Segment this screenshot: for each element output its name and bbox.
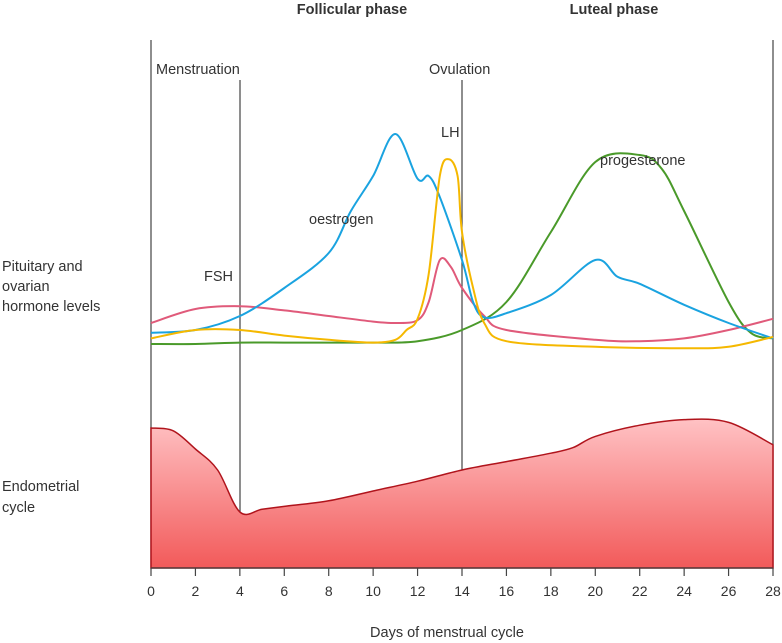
endometrial-cycle-label-line-2: cycle <box>2 500 35 516</box>
progesterone-label: progesterone <box>600 153 685 169</box>
hormone-levels-label-line-2: ovarian <box>2 279 50 295</box>
menstruation-label: Menstruation <box>156 62 240 78</box>
x-tick-label-20: 20 <box>587 583 603 599</box>
x-tick-label-4: 4 <box>236 583 244 599</box>
endometrial-cycle-label-line-1: Endometrial <box>2 479 79 495</box>
ovulation-label: Ovulation <box>429 62 490 78</box>
x-tick-label-10: 10 <box>365 583 381 599</box>
hormone-levels-label-line-3: hormone levels <box>2 299 100 315</box>
hormone-levels-label-line-1: Pituitary and <box>2 259 83 275</box>
lh-curve <box>150 158 774 350</box>
lh-label: LH <box>441 125 460 141</box>
x-tick-label-26: 26 <box>721 583 737 599</box>
fsh-curve <box>150 257 774 343</box>
luteal-phase-title: Luteal phase <box>570 2 659 18</box>
x-axis-ticks: 0 2 4 6 8 10 12 14 16 18 20 22 24 26 28 <box>147 568 781 599</box>
x-tick-label-6: 6 <box>280 583 288 599</box>
x-tick-label-8: 8 <box>325 583 333 599</box>
x-tick-label-14: 14 <box>454 583 470 599</box>
x-tick-label-24: 24 <box>676 583 692 599</box>
x-tick-label-18: 18 <box>543 583 559 599</box>
x-tick-label-2: 2 <box>192 583 200 599</box>
follicular-phase-title: Follicular phase <box>297 2 407 18</box>
x-tick-label-16: 16 <box>499 583 515 599</box>
x-tick-label-28: 28 <box>765 583 781 599</box>
endometrial-lining-shape <box>150 418 774 569</box>
x-tick-label-22: 22 <box>632 583 648 599</box>
x-tick-label-12: 12 <box>410 583 426 599</box>
oestrogen-curve <box>150 133 774 340</box>
fsh-label: FSH <box>204 269 233 285</box>
oestrogen-label: oestrogen <box>309 212 374 228</box>
x-axis-label: Days of menstrual cycle <box>370 625 524 641</box>
x-tick-label-0: 0 <box>147 583 155 599</box>
progesterone-curve <box>150 152 774 346</box>
